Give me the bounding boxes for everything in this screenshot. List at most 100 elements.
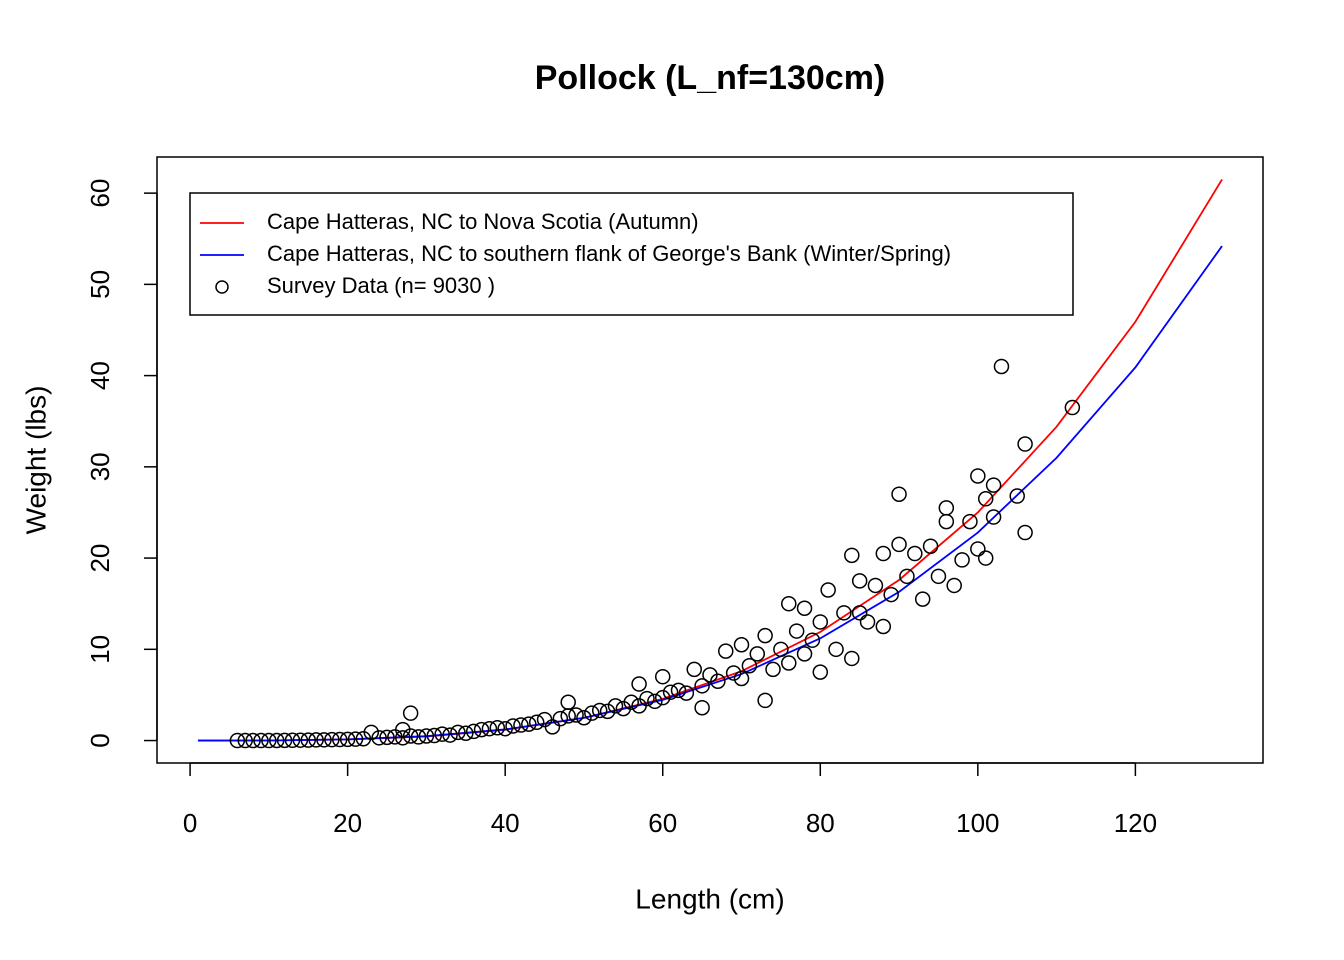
data-point [434,726,450,742]
data-point [237,732,253,749]
data-point [891,486,907,502]
y-axis-label: Weight (lbs) [20,386,51,535]
data-point [402,705,419,721]
data-point [245,732,261,749]
data-point [867,577,884,594]
data-point [631,676,647,692]
x-tick-label: 40 [491,808,520,838]
data-point [710,673,726,690]
data-point [796,600,813,617]
data-point [977,491,994,507]
data-point [796,646,813,662]
data-point [268,732,285,749]
chart-title: Pollock (L_nf=130cm) [535,59,886,97]
data-point [733,670,750,687]
data-point [584,705,600,721]
data-point [505,718,521,734]
data-point [954,552,970,568]
data-point [694,699,710,716]
data-point [812,614,829,630]
data-point [922,538,939,554]
y-tick-label: 30 [85,452,115,481]
data-point [891,536,907,553]
data-point [883,586,899,603]
data-point [284,732,301,749]
data-point [607,698,624,714]
data-point [757,692,773,709]
data-point [560,694,576,710]
data-point [733,637,750,653]
data-point [820,582,836,598]
x-tick-label: 0 [183,808,197,838]
data-point [292,732,309,748]
data-point [410,729,427,745]
data-point [229,732,246,749]
data-point [828,641,844,658]
data-point [623,694,639,710]
data-point [568,707,584,723]
data-point [261,732,277,749]
data-point [773,641,789,658]
legend-label: Cape Hatteras, NC to southern flank of G… [267,241,951,266]
data-point [962,513,978,530]
data-point [465,723,482,740]
data-point [552,710,569,727]
x-tick-label: 80 [806,808,835,838]
data-point [757,627,773,644]
data-point [694,678,710,694]
y-tick-label: 50 [85,270,115,299]
data-point [324,731,340,748]
fit-line [197,245,1223,742]
data-point [513,717,529,733]
x-axis-label: Length (cm) [635,883,784,914]
data-point [639,690,655,707]
data-point [718,643,734,659]
data-point [1009,488,1025,504]
data-point [363,724,380,741]
data-point [426,727,443,744]
data-point [347,731,364,747]
data-point [938,513,955,530]
data-point [977,550,994,566]
data-point [836,605,852,621]
legend-swatch [215,280,229,294]
data-point [402,728,419,744]
x-tick-label: 120 [1114,808,1157,838]
x-tick-label: 60 [648,808,677,838]
data-point [489,720,506,736]
data-point [599,703,616,720]
data-point [670,682,687,699]
data-point [914,591,931,607]
data-point [458,725,474,742]
x-tick-label: 100 [956,808,999,838]
data-point [812,664,829,680]
data-point [442,727,458,743]
data-point [946,577,962,594]
y-tick-label: 40 [85,361,115,390]
data-point [481,720,498,737]
data-point [576,709,592,726]
data-point [993,358,1010,375]
data-point [473,721,490,738]
data-point [851,573,868,589]
y-tick-label: 10 [85,635,115,664]
data-point [844,650,860,667]
data-point [379,729,395,746]
data-point [418,728,435,744]
data-point [875,545,892,562]
data-point [521,716,537,732]
data-point [591,702,608,719]
data-point [741,657,758,674]
y-tick-label: 0 [85,733,115,747]
data-point [662,684,679,700]
data-point [308,732,324,748]
data-point [970,541,986,557]
data-point [395,730,411,746]
data-point [938,500,955,516]
data-point [300,732,316,748]
data-point [332,731,348,748]
data-point [450,724,466,741]
data-point [781,655,797,671]
data-point [851,605,868,621]
legend-label: Cape Hatteras, NC to Nova Scotia (Autumn… [267,209,699,234]
